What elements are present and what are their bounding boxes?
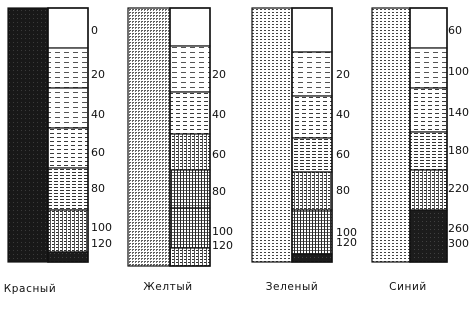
blue-left-strip (371, 7, 411, 263)
red-left-strip (7, 7, 49, 263)
blue-caption: Синий (389, 281, 427, 293)
red-depth-cell (47, 251, 89, 263)
blue-depth-label: 100 (448, 65, 469, 78)
blue-depth-label: 300 (448, 237, 469, 250)
yellow-depth-cell (169, 207, 211, 249)
red-panel: 0 20 40 60 80 100 120 Красный (4, 7, 112, 295)
blue-depth-cell (409, 209, 448, 263)
yellow-depth-cell (169, 7, 211, 47)
yellow-depth-label: 100 (212, 225, 233, 238)
red-depth-cell (47, 127, 89, 169)
red-depth-label: 0 (91, 24, 98, 37)
red-depth-cell (47, 7, 89, 49)
yellow-left-strip (127, 7, 171, 267)
red-depth-cell (47, 87, 89, 129)
blue-depth-cell (409, 87, 448, 133)
red-depth-label: 40 (91, 108, 105, 121)
green-depth-cell (291, 209, 333, 255)
red-depth-label: 60 (91, 146, 105, 159)
green-depth-label: 100 (336, 226, 357, 239)
green-depth-label: 120 (336, 236, 357, 249)
yellow-depth-cell (169, 169, 211, 209)
blue-depth-cell (409, 131, 448, 171)
blue-depth-label: 220 (448, 182, 469, 195)
red-depth-cell (47, 47, 89, 89)
red-depth-cell (47, 209, 89, 253)
yellow-depth-label: 120 (212, 239, 233, 252)
green-depth-label: 60 (336, 148, 350, 161)
yellow-depth-cell (169, 247, 211, 267)
yellow-depth-label: 80 (212, 185, 226, 198)
yellow-depth-cell (169, 45, 211, 93)
green-cell-column-frame (291, 7, 333, 263)
red-depth-label: 100 (91, 221, 112, 234)
green-depth-cell (291, 95, 333, 139)
green-depth-cell (291, 137, 333, 173)
green-depth-label: 80 (336, 184, 350, 197)
yellow-depth-label: 40 (212, 108, 226, 121)
yellow-depth-label: 20 (212, 68, 226, 81)
red-depth-label: 80 (91, 182, 105, 195)
green-depth-cell (291, 171, 333, 211)
yellow-depth-label: 60 (212, 148, 226, 161)
blue-depth-cell (409, 47, 448, 89)
red-depth-label: 20 (91, 68, 105, 81)
red-depth-label: 120 (91, 237, 112, 250)
green-depth-cell (291, 7, 333, 53)
green-depth-cell (291, 253, 333, 263)
blue-depth-label: 60 (448, 24, 462, 37)
blue-cell-column-frame (409, 7, 448, 263)
yellow-caption: Желтый (143, 281, 192, 293)
blue-depth-label: 180 (448, 144, 469, 157)
yellow-depth-cell (169, 91, 211, 135)
green-left-strip (251, 7, 293, 263)
yellow-cell-column-frame (169, 7, 211, 267)
blue-depth-label: 260 (448, 222, 469, 235)
blue-panel: 60 100 140 180 220 260 300 Синий (371, 7, 469, 293)
blue-depth-label: 140 (448, 106, 469, 119)
green-depth-cell (291, 51, 333, 97)
red-caption: Красный (4, 283, 57, 295)
yellow-depth-cell (169, 133, 211, 171)
red-cell-column-frame (47, 7, 89, 263)
red-depth-cell (47, 167, 89, 211)
green-depth-label: 40 (336, 108, 350, 121)
blue-depth-cell (409, 169, 448, 211)
blue-depth-cell (409, 7, 448, 49)
green-caption: Зеленый (266, 281, 319, 293)
green-depth-label: 20 (336, 68, 350, 81)
